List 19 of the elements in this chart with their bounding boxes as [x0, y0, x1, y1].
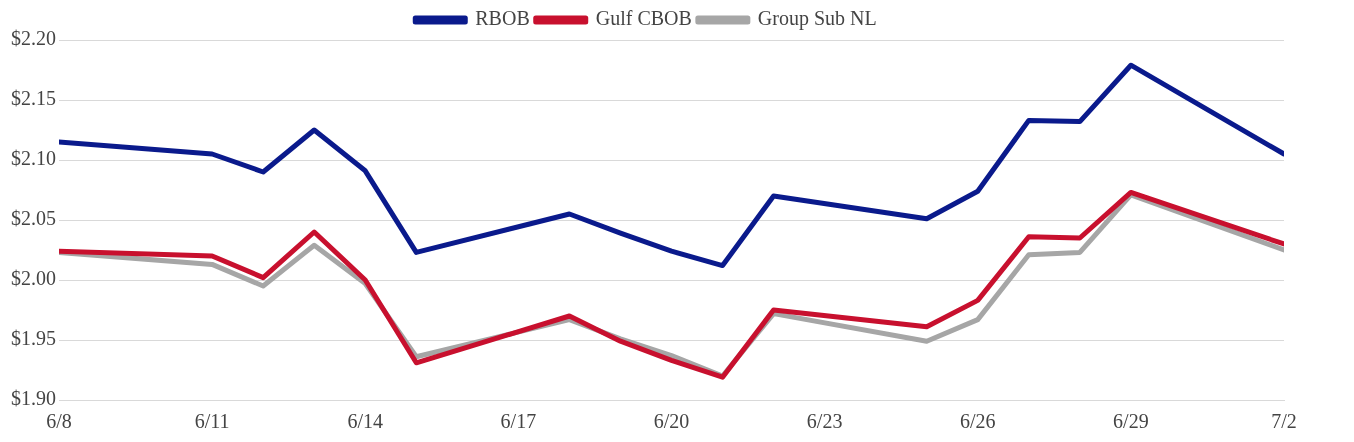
- y-tick-label: $2.20: [11, 27, 56, 50]
- y-tick-label: $1.90: [11, 387, 56, 410]
- x-tick-label: 6/11: [194, 410, 230, 433]
- x-tick-label: 6/17: [500, 410, 537, 433]
- y-tick-label: $2.00: [11, 267, 56, 290]
- x-tick-label: 6/14: [347, 410, 384, 433]
- legend-label: Gulf CBOB: [595, 7, 692, 30]
- y-tick-label: $2.10: [11, 147, 56, 170]
- y-tick-label: $2.05: [11, 207, 56, 230]
- x-tick-label: 7/2: [1271, 410, 1297, 433]
- legend-label: Group Sub NL: [757, 7, 877, 31]
- x-tick-label: 6/20: [653, 410, 690, 433]
- x-tick-label: 6/29: [1113, 410, 1149, 433]
- x-tick-label: 6/23: [806, 410, 843, 433]
- legend-label: RBOB: [475, 7, 530, 30]
- x-tick-label: 6/26: [959, 410, 996, 433]
- x-tick-label: 6/8: [46, 410, 72, 433]
- y-tick-label: $1.95: [11, 327, 56, 350]
- y-tick-label: $2.15: [11, 87, 56, 110]
